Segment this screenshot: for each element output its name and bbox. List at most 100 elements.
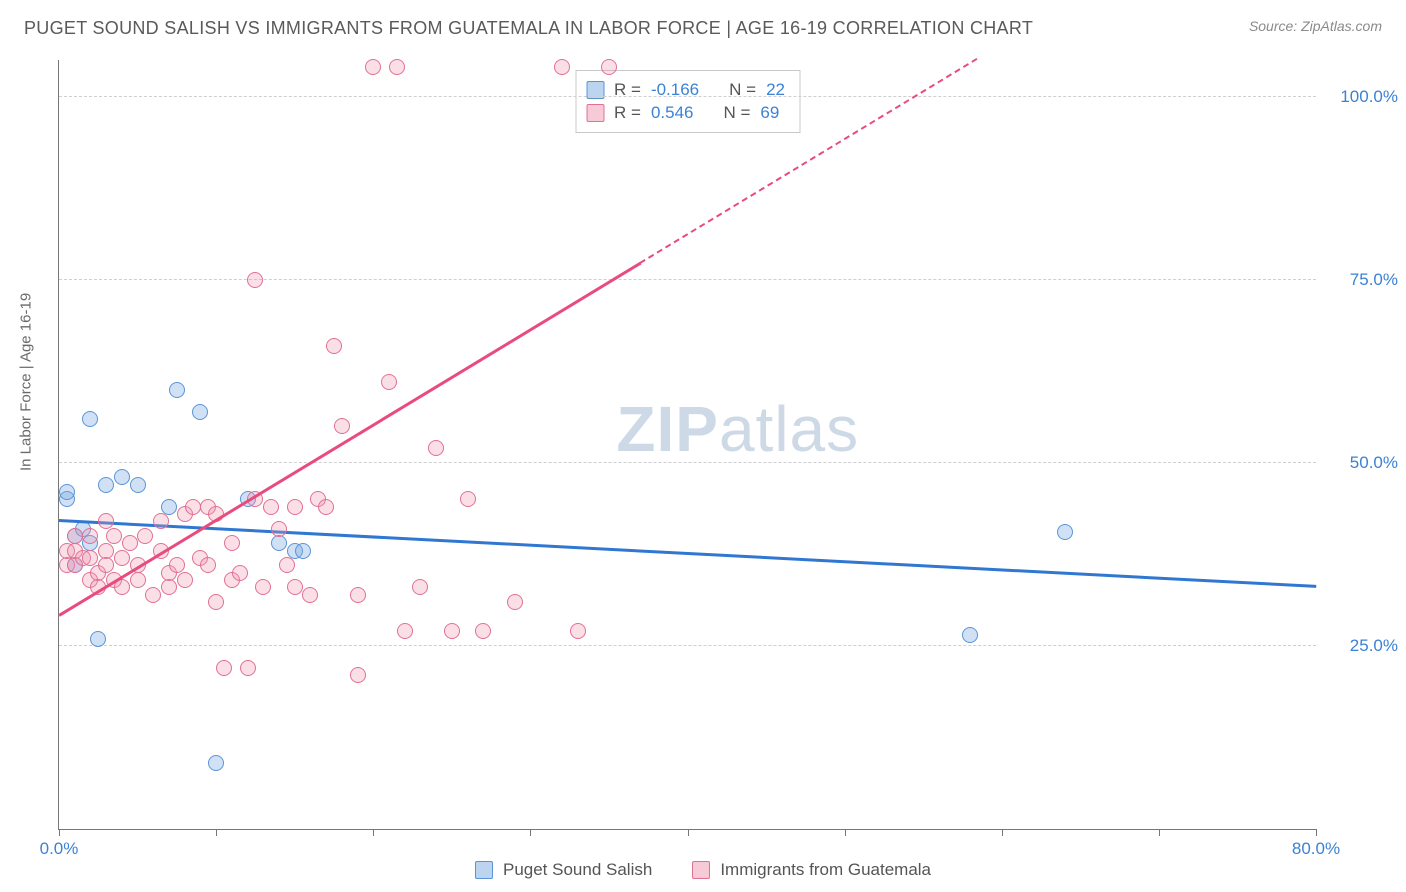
x-tick [530,829,531,836]
data-point-guatemala [397,623,413,639]
data-point-guatemala [444,623,460,639]
data-point-guatemala [216,660,232,676]
x-tick-label: 0.0% [40,839,79,859]
data-point-salish [114,469,130,485]
x-tick [845,829,846,836]
data-point-salish [130,477,146,493]
data-point-guatemala [145,587,161,603]
data-point-guatemala [177,572,193,588]
data-point-guatemala [287,579,303,595]
data-point-guatemala [428,440,444,456]
data-point-guatemala [169,557,185,573]
y-axis-label: In Labor Force | Age 16-19 [18,293,35,471]
data-point-guatemala [302,587,318,603]
data-point-salish [169,382,185,398]
x-tick [1316,829,1317,836]
data-point-guatemala [381,374,397,390]
data-point-guatemala [507,594,523,610]
trend-line-guatemala [58,262,641,616]
data-point-salish [98,477,114,493]
swatch-pink [586,104,604,122]
data-point-guatemala [153,513,169,529]
legend-label: Puget Sound Salish [503,860,652,880]
source-attribution: Source: ZipAtlas.com [1249,18,1382,34]
data-point-guatemala [326,338,342,354]
data-point-guatemala [224,535,240,551]
data-point-guatemala [130,572,146,588]
data-point-guatemala [263,499,279,515]
x-tick [216,829,217,836]
legend-label: Immigrants from Guatemala [720,860,931,880]
y-tick-label: 25.0% [1324,636,1398,656]
data-point-guatemala [208,594,224,610]
data-point-guatemala [106,528,122,544]
data-point-salish [271,535,287,551]
data-point-guatemala [475,623,491,639]
data-point-salish [59,484,75,500]
data-point-guatemala [365,59,381,75]
chart-title: PUGET SOUND SALISH VS IMMIGRANTS FROM GU… [24,18,1033,39]
series-legend: Puget Sound Salish Immigrants from Guate… [475,860,931,880]
x-tick [1002,829,1003,836]
data-point-guatemala [350,587,366,603]
data-point-salish [962,627,978,643]
data-point-guatemala [350,667,366,683]
data-point-guatemala [67,528,83,544]
data-point-guatemala [318,499,334,515]
data-point-guatemala [98,513,114,529]
data-point-guatemala [82,550,98,566]
data-point-salish [82,411,98,427]
data-point-guatemala [570,623,586,639]
data-point-guatemala [98,543,114,559]
legend-row-guatemala: R = 0.546 N = 69 [586,103,785,123]
gridline-h [59,462,1316,463]
data-point-guatemala [232,565,248,581]
x-tick [688,829,689,836]
y-tick-label: 75.0% [1324,270,1398,290]
data-point-guatemala [271,521,287,537]
data-point-salish [208,755,224,771]
data-point-guatemala [554,59,570,75]
data-point-guatemala [122,535,138,551]
legend-item-guatemala: Immigrants from Guatemala [692,860,931,880]
gridline-h [59,645,1316,646]
trend-line-salish [59,519,1316,587]
y-tick-label: 100.0% [1324,87,1398,107]
data-point-guatemala [279,557,295,573]
data-point-guatemala [389,59,405,75]
swatch-pink [692,861,710,879]
data-point-guatemala [247,272,263,288]
legend-item-salish: Puget Sound Salish [475,860,652,880]
gridline-h [59,96,1316,97]
y-tick-label: 50.0% [1324,453,1398,473]
data-point-guatemala [161,579,177,595]
data-point-salish [161,499,177,515]
x-tick [59,829,60,836]
data-point-guatemala [185,499,201,515]
data-point-guatemala [460,491,476,507]
data-point-guatemala [137,528,153,544]
swatch-blue [475,861,493,879]
data-point-guatemala [255,579,271,595]
data-point-salish [1057,524,1073,540]
data-point-guatemala [114,550,130,566]
data-point-guatemala [412,579,428,595]
data-point-guatemala [240,660,256,676]
legend-row-salish: R = -0.166 N = 22 [586,80,785,100]
x-tick [373,829,374,836]
x-tick-label: 80.0% [1292,839,1340,859]
data-point-guatemala [200,557,216,573]
data-point-guatemala [98,557,114,573]
data-point-salish [90,631,106,647]
data-point-guatemala [601,59,617,75]
data-point-guatemala [287,499,303,515]
data-point-guatemala [82,528,98,544]
watermark: ZIPatlas [616,392,859,466]
correlation-legend: R = -0.166 N = 22 R = 0.546 N = 69 [575,70,800,133]
x-tick [1159,829,1160,836]
data-point-salish [295,543,311,559]
data-point-salish [192,404,208,420]
plot-area: ZIPatlas R = -0.166 N = 22 R = 0.546 N =… [58,60,1316,830]
data-point-guatemala [334,418,350,434]
chart-container: In Labor Force | Age 16-19 ZIPatlas R = … [0,50,1406,892]
